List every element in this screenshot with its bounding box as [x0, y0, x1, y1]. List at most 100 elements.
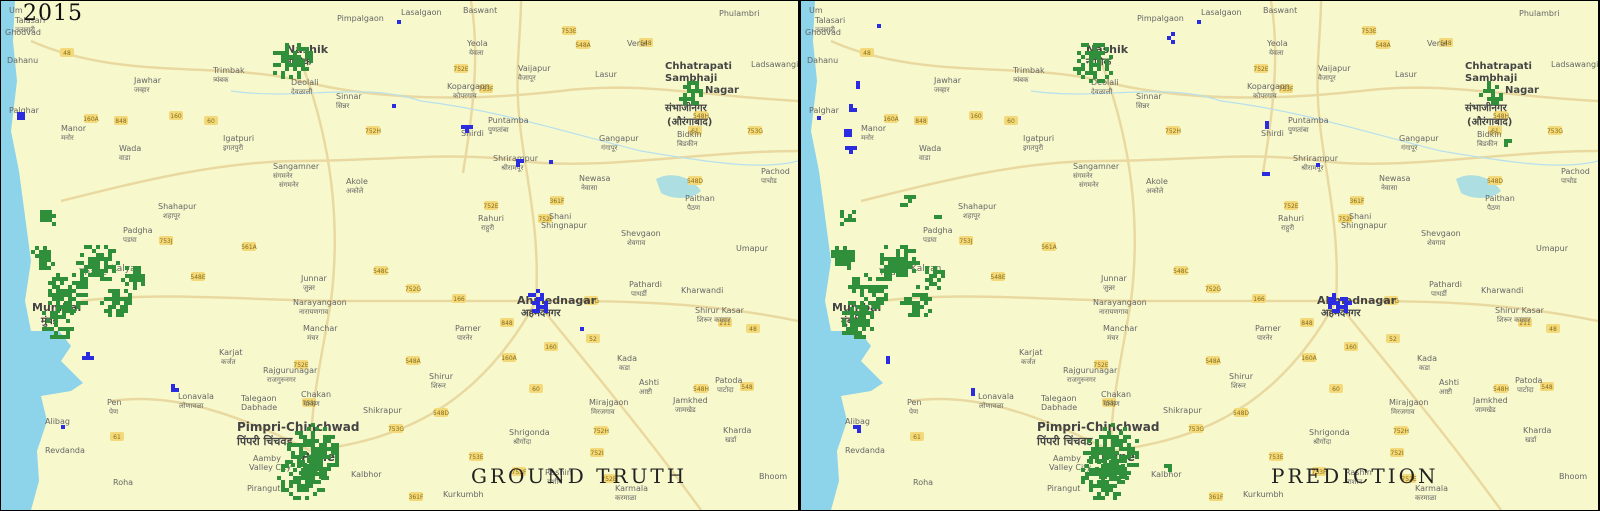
gt-urban-green-cell — [273, 63, 277, 67]
gt-urban-green-cell — [293, 51, 297, 55]
pred-map-label: संगमनेर — [1079, 180, 1099, 189]
pred-urban-green-cell — [888, 265, 892, 269]
gt-map-label: देवळाली — [291, 87, 312, 96]
gt-urban-green-cell — [297, 43, 301, 47]
gt-map-label: श्रीरामपूर — [501, 163, 524, 172]
gt-urban-green-cell — [309, 59, 313, 63]
gt-urban-green-cell — [289, 63, 293, 67]
pred-urban-green-cell — [839, 250, 843, 254]
pred-urban-green-cell — [1111, 451, 1115, 455]
pred-road — [1316, 1, 1339, 302]
pred-map-label: Palghar — [809, 106, 840, 115]
pred-urban-green-cell — [928, 297, 932, 301]
gt-urban-green-cell — [39, 250, 43, 254]
gt-urban-green-cell — [66, 335, 70, 339]
prediction-title: PREDICTION — [1271, 464, 1439, 488]
gt-urban-green-cell — [285, 464, 289, 468]
pred-urban-green-cell — [1499, 97, 1503, 101]
gt-urban-blue-cell — [528, 293, 532, 297]
gt-urban-green-cell — [305, 67, 309, 71]
gt-urban-green-cell — [76, 261, 80, 265]
pred-map-label: Bidkin — [1477, 130, 1502, 139]
pred-map-label: कोपरगाव — [1253, 91, 1277, 100]
pred-road-shield — [1312, 467, 1326, 476]
pred-map-label: Shrigonda — [1309, 428, 1350, 437]
pred-road-shield — [991, 272, 1005, 281]
pred-road-shield-label: 752I — [1338, 216, 1351, 223]
pred-urban-blue-cell — [1344, 297, 1348, 301]
pred-urban-blue-cell — [1332, 293, 1336, 297]
pred-urban-green-cell — [1127, 463, 1131, 467]
pred-urban-green-cell — [920, 293, 924, 297]
pred-urban-green-cell — [1131, 451, 1135, 455]
gt-map-label: Shingnapur — [541, 221, 588, 230]
pred-urban-green-cell — [1085, 51, 1089, 55]
pred-road-shield — [1344, 342, 1358, 351]
pred-urban-green-cell — [1111, 443, 1115, 447]
gt-urban-green-cell — [141, 274, 145, 278]
gt-urban-green-cell — [313, 492, 317, 496]
pred-road-shield-label: 753E — [1361, 28, 1376, 35]
gt-map-label: Shrirampur — [493, 154, 539, 163]
gt-road-shield-label: 160A — [83, 116, 99, 123]
pred-urban-green-cell — [937, 270, 941, 274]
gt-map-label: Kharwandi — [681, 286, 723, 295]
pred-map-label: पाथर्डी — [1431, 289, 1448, 298]
gt-urban-green-cell — [60, 277, 64, 281]
gt-road-shield — [110, 432, 124, 441]
gt-urban-blue-cell — [465, 129, 469, 133]
gt-urban-green-cell — [92, 257, 96, 261]
pred-urban-green-cell — [850, 311, 854, 315]
pred-urban-green-cell — [1115, 435, 1119, 439]
pred-urban-green-cell — [1081, 468, 1085, 472]
pred-map-label: Shirur — [1229, 372, 1254, 381]
pred-urban-green-cell — [1081, 480, 1085, 484]
pred-urban-green-cell — [1101, 488, 1105, 492]
gt-map-label: Verul — [627, 39, 647, 48]
gt-urban-green-cell — [277, 51, 281, 55]
gt-map-label: पुणतांबा — [488, 126, 509, 134]
gt-urban-green-cell — [297, 496, 301, 500]
gt-urban-green-cell — [317, 480, 321, 484]
pred-urban-green-cell — [933, 282, 937, 286]
gt-urban-green-cell — [104, 269, 108, 273]
gt-urban-green-cell — [124, 309, 128, 313]
pred-urban-green-cell — [1504, 139, 1508, 143]
pred-urban-green-cell — [1081, 43, 1085, 47]
pred-urban-green-cell — [847, 250, 851, 254]
gt-map-label: पाथर्डी — [631, 289, 648, 298]
gt-urban-green-cell — [54, 315, 58, 319]
pred-urban-green-cell — [880, 261, 884, 265]
gt-urban-green-cell — [293, 468, 297, 472]
pred-map-label: पैठण — [1487, 203, 1501, 212]
gt-urban-green-cell — [133, 278, 137, 282]
gt-urban-green-cell — [35, 254, 39, 258]
gt-map-label: शिरूर — [431, 381, 446, 390]
gt-urban-green-cell — [88, 265, 92, 269]
pred-urban-green-cell — [1081, 476, 1085, 480]
pred-road-shield-label: 548 — [1440, 40, 1452, 47]
pred-urban-green-cell — [858, 319, 862, 323]
pred-urban-green-cell — [1097, 79, 1101, 83]
gt-urban-green-cell — [285, 67, 289, 71]
pred-urban-green-cell — [933, 266, 937, 270]
gt-map-label: वाडा — [119, 154, 130, 162]
pred-urban-green-cell — [884, 277, 888, 281]
gt-urban-green-cell — [100, 257, 104, 261]
pred-urban-green-cell — [1101, 51, 1105, 55]
gt-map-label: Chhatrapati — [665, 61, 732, 72]
gt-road-shield-label: 548E — [190, 274, 205, 281]
gt-road-shield-label: 160A — [501, 355, 517, 362]
pred-urban-green-cell — [1105, 484, 1109, 488]
pred-road-shield-label: 60 — [1332, 386, 1340, 393]
pred-urban-green-cell — [904, 245, 908, 249]
pred-road-shield-label: 548C — [1173, 268, 1189, 275]
pred-map-label: Pirangut — [1047, 484, 1080, 493]
pred-urban-blue-cell — [1265, 125, 1269, 129]
gt-road-shield-label: 52 — [589, 336, 597, 343]
gt-urban-green-cell — [108, 313, 112, 317]
gt-map-label: Talegaon — [240, 394, 277, 403]
pred-urban-green-cell — [1121, 464, 1125, 468]
gt-urban-blue-cell — [17, 112, 21, 116]
gt-urban-green-cell — [291, 451, 295, 455]
